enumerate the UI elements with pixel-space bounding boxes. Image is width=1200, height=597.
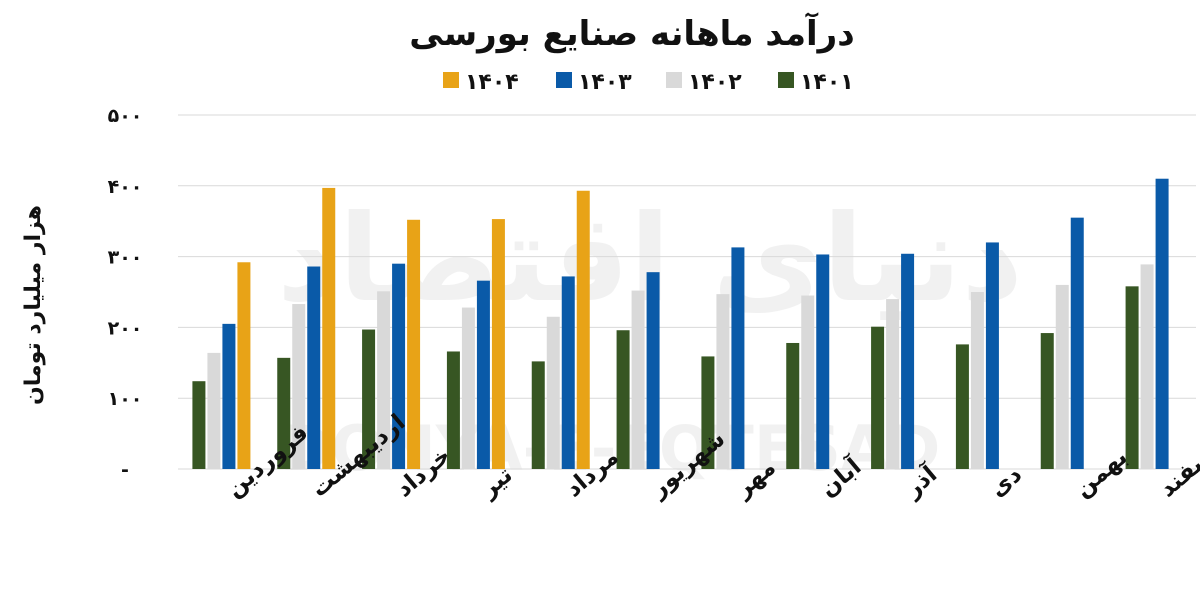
bars	[192, 178, 1169, 470]
bar-2-10	[1070, 217, 1084, 469]
bar-2-8	[901, 253, 915, 469]
bar-1-6	[716, 294, 730, 469]
bar-2-5	[646, 272, 660, 469]
bar-3-2	[407, 219, 421, 469]
bar-1-1	[292, 304, 306, 469]
bar-0-0	[192, 381, 206, 469]
y-axis-label: هزار میلیارد تومان	[21, 205, 46, 405]
legend-label: ۱۴۰۴	[465, 70, 519, 95]
bar-2-6	[731, 247, 745, 469]
bar-1-9	[970, 292, 984, 469]
bar-0-10	[1040, 333, 1054, 469]
bar-0-3	[446, 351, 460, 469]
y-tick-label: ۴۰۰	[108, 176, 143, 198]
bar-3-4	[576, 190, 590, 470]
legend-swatch	[666, 72, 682, 88]
bar-0-6	[701, 356, 715, 469]
bar-3-0	[237, 262, 251, 469]
bar-1-7	[801, 295, 815, 469]
bar-1-2	[377, 291, 391, 469]
bar-2-1	[307, 266, 321, 469]
bar-0-1	[277, 357, 291, 469]
bar-0-7	[786, 342, 800, 469]
bar-2-9	[985, 242, 999, 469]
bar-3-1	[322, 187, 336, 469]
bar-3-3	[491, 219, 505, 469]
bar-2-3	[476, 280, 490, 469]
bar-1-4	[546, 316, 560, 469]
gridlines	[178, 114, 1196, 470]
legend-label: ۱۴۰۲	[688, 70, 742, 95]
legend-swatch	[556, 72, 572, 88]
bar-2-2	[392, 263, 406, 469]
bar-0-5	[616, 330, 630, 469]
bar-0-4	[531, 361, 545, 469]
y-tick-label: ۳۰۰	[108, 247, 143, 269]
bar-2-11	[1155, 178, 1169, 469]
bar-1-10	[1055, 284, 1069, 469]
y-tick-label: ۲۰۰	[108, 317, 143, 339]
bar-1-3	[461, 307, 475, 469]
legend-swatch	[778, 72, 794, 88]
bar-2-7	[816, 254, 830, 469]
bar-0-8	[871, 326, 885, 469]
y-axis-ticks: - ۱۰۰ ۲۰۰ ۳۰۰ ۴۰۰ ۵۰۰	[108, 105, 143, 481]
y-tick-label: -	[121, 459, 129, 481]
chart-title: درآمد ماهانه صنایع بورسی	[409, 12, 854, 54]
y-tick-label: ۵۰۰	[108, 105, 143, 127]
bar-1-11	[1140, 264, 1154, 469]
bar-1-5	[631, 290, 645, 469]
bar-0-2	[362, 329, 376, 469]
legend: ۱۴۰۴ ۱۴۰۳ ۱۴۰۲ ۱۴۰۱	[443, 70, 854, 95]
legend-label: ۱۴۰۳	[578, 70, 632, 95]
y-tick-label: ۱۰۰	[108, 388, 143, 410]
bar-0-11	[1125, 286, 1139, 469]
bar-1-8	[886, 299, 900, 469]
bar-2-4	[561, 276, 575, 469]
legend-label: ۱۴۰۱	[800, 70, 854, 95]
bar-0-9	[955, 344, 969, 469]
bar-1-0	[207, 352, 221, 469]
bar-2-0	[222, 323, 236, 469]
legend-swatch	[443, 72, 459, 88]
